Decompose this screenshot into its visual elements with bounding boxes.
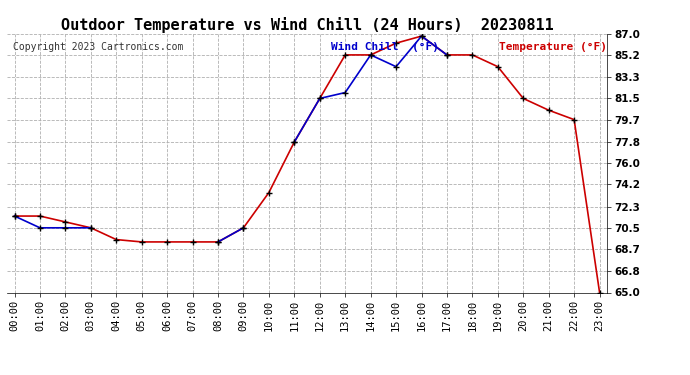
- Text: Wind Chill  (°F): Wind Chill (°F): [331, 42, 439, 51]
- Title: Outdoor Temperature vs Wind Chill (24 Hours)  20230811: Outdoor Temperature vs Wind Chill (24 Ho…: [61, 16, 553, 33]
- Text: Copyright 2023 Cartronics.com: Copyright 2023 Cartronics.com: [13, 42, 184, 51]
- Text: Temperature (°F): Temperature (°F): [499, 42, 607, 51]
